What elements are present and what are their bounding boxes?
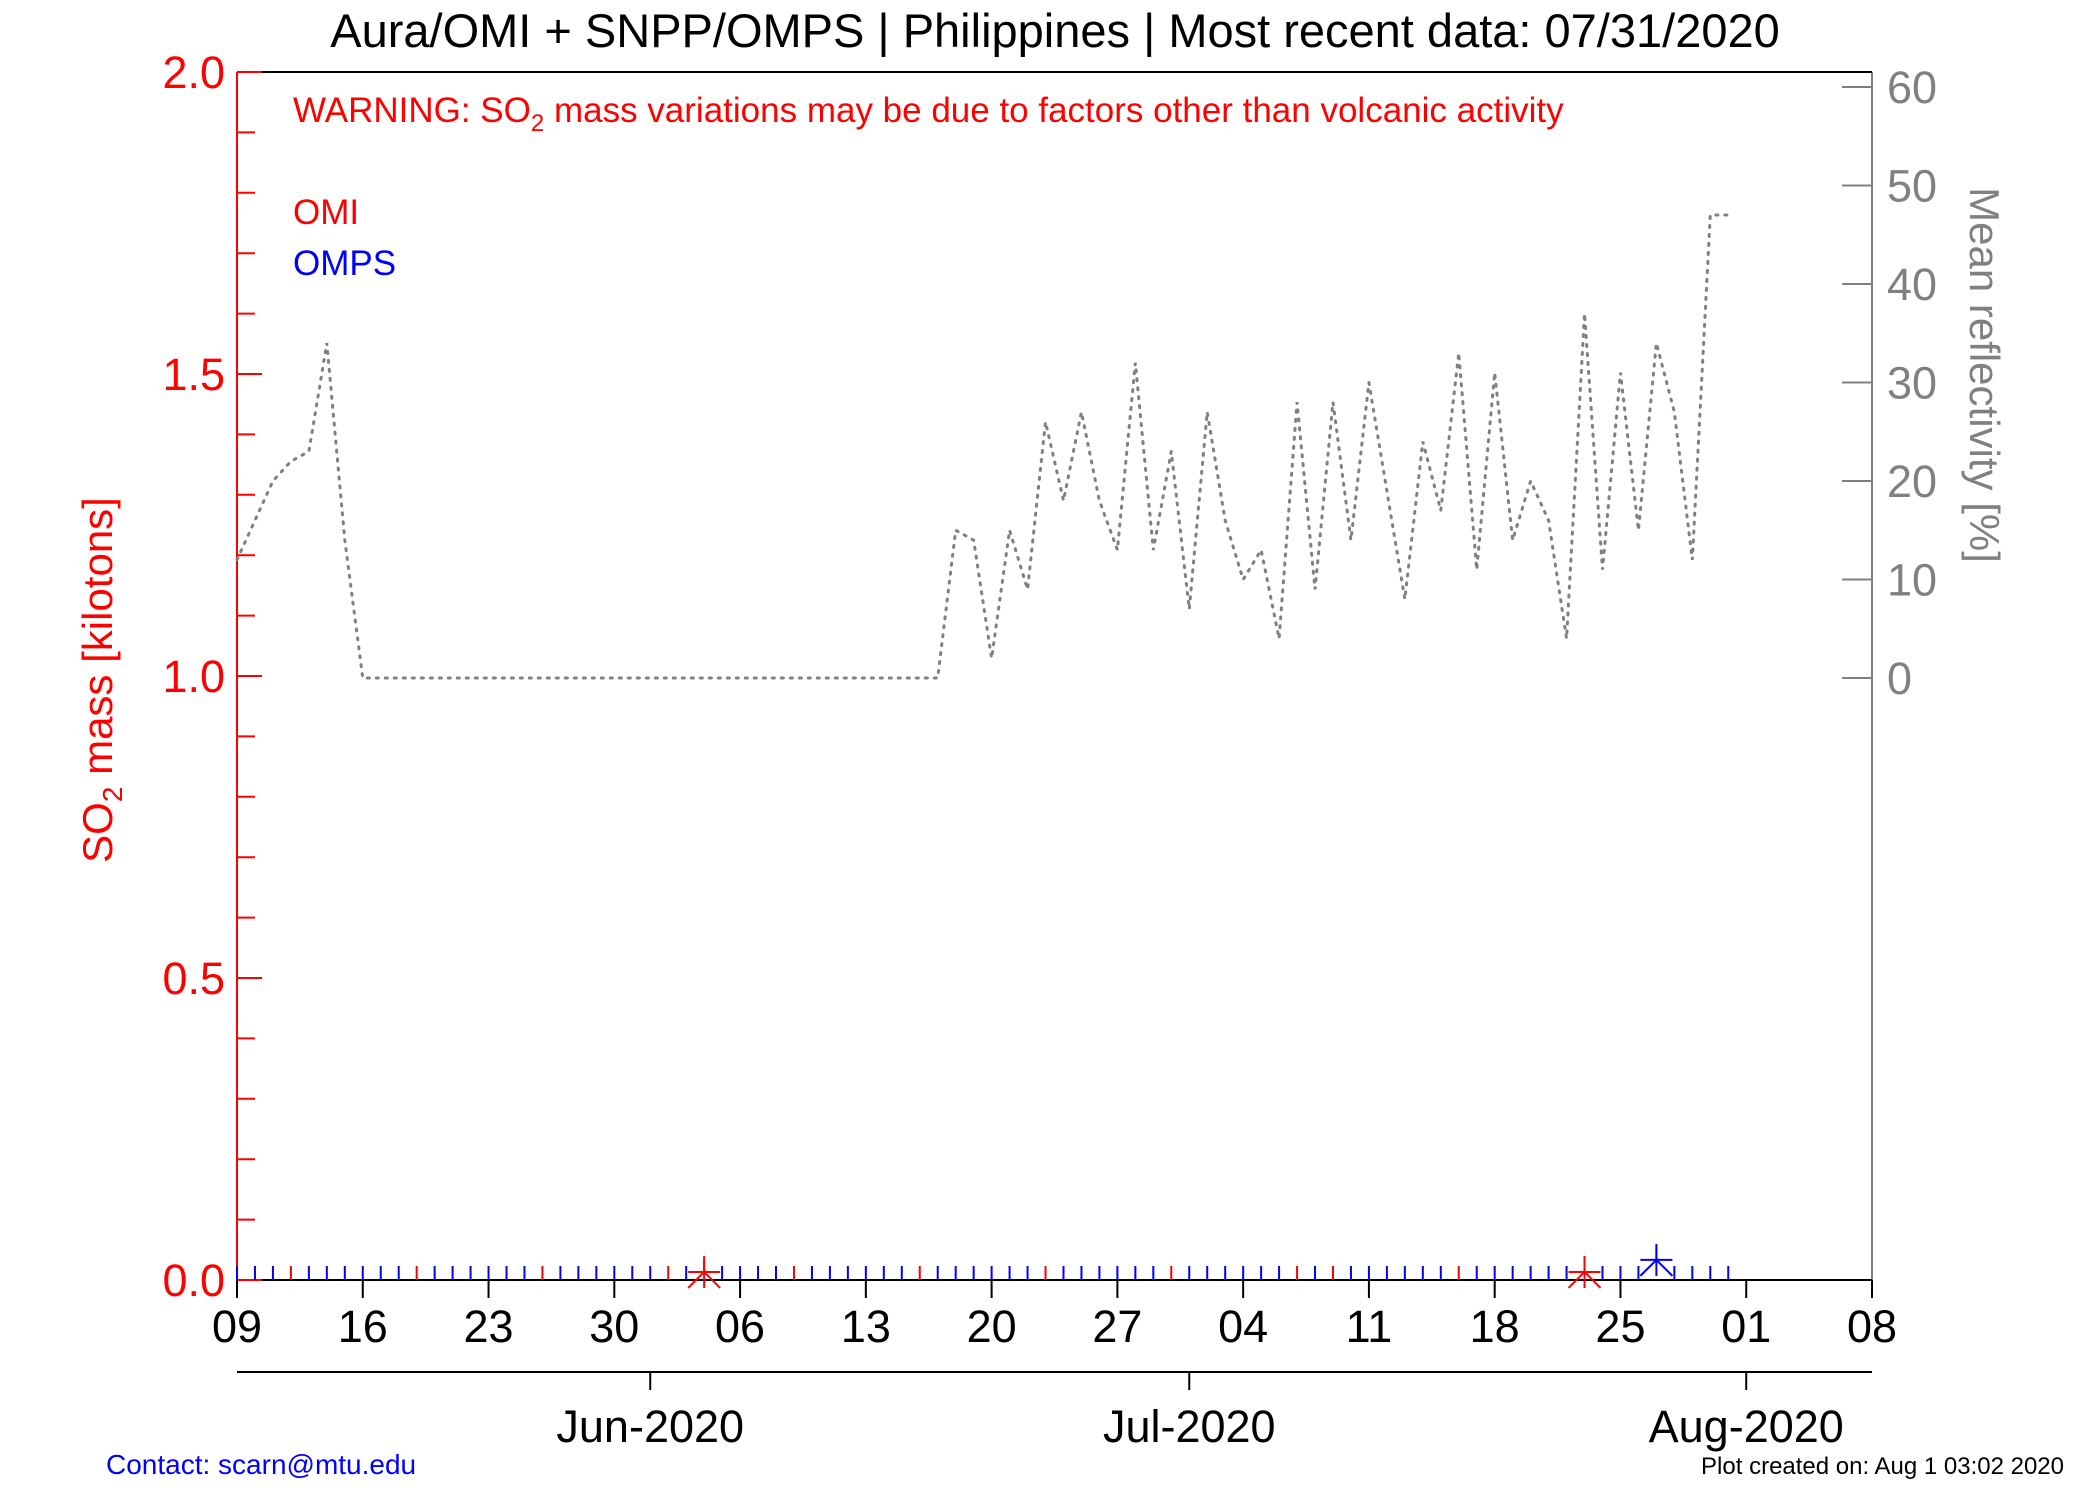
y-right-tick-label: 50 <box>1887 161 1937 212</box>
x-month-tick-label: Aug-2020 <box>1649 1401 1844 1452</box>
footer-contact: Contact: scarn@mtu.edu <box>106 1449 416 1480</box>
y-right-tick-label: 0 <box>1887 653 1912 704</box>
y-left-tick-label: 1.5 <box>162 349 225 400</box>
y-right-tick-label: 30 <box>1887 358 1937 409</box>
x-day-tick-label: 20 <box>967 1301 1017 1352</box>
y-right-tick-label: 40 <box>1887 259 1937 310</box>
x-day-tick-label: 25 <box>1595 1301 1645 1352</box>
x-day-tick-label: 13 <box>841 1301 891 1352</box>
x-day-tick-label: 08 <box>1847 1301 1897 1352</box>
reflectivity-line <box>235 213 1730 680</box>
x-day-tick-label: 27 <box>1092 1301 1142 1352</box>
legend-omps: OMPS <box>293 244 396 283</box>
x-day-tick-label: 16 <box>338 1301 388 1352</box>
warning-text: WARNING: SO2 mass variations may be due … <box>293 91 1564 137</box>
y-left-tick-label: 0.0 <box>162 1255 225 1306</box>
x-month-tick-label: Jul-2020 <box>1103 1401 1276 1452</box>
x-day-tick-label: 01 <box>1721 1301 1771 1352</box>
x-day-tick-label: 04 <box>1218 1301 1268 1352</box>
chart-title: Aura/OMI + SNPP/OMPS | Philippines | Mos… <box>330 4 1780 57</box>
x-day-tick-label: 09 <box>212 1301 262 1352</box>
y-right-tick-label: 10 <box>1887 555 1937 606</box>
y-axis-right-label: Mean reflectivity [%] <box>1961 187 2008 563</box>
x-month-tick-label: Jun-2020 <box>556 1401 744 1452</box>
legend-omi: OMI <box>293 193 359 232</box>
omi-point-marker <box>1567 1255 1602 1289</box>
omi-point-marker <box>687 1255 721 1289</box>
x-day-tick-label: 18 <box>1470 1301 1520 1352</box>
x-day-tick-label: 11 <box>1346 1301 1393 1352</box>
y-axis-left-label: SO2 mass [kilotons] <box>74 497 128 863</box>
y-left-tick-label: 0.5 <box>162 953 225 1004</box>
y-right-tick-label: 60 <box>1887 62 1937 113</box>
x-day-tick-label: 06 <box>715 1301 765 1352</box>
y-right-tick-label: 20 <box>1887 456 1937 507</box>
omps-point-marker <box>1639 1243 1674 1277</box>
y-left-tick-label: 2.0 <box>162 47 225 98</box>
x-day-tick-label: 30 <box>589 1301 639 1352</box>
y-left-tick-label: 1.0 <box>162 651 225 702</box>
x-day-tick-label: 23 <box>464 1301 514 1352</box>
footer-created: Plot created on: Aug 1 03:02 2020 <box>1701 1453 2064 1480</box>
